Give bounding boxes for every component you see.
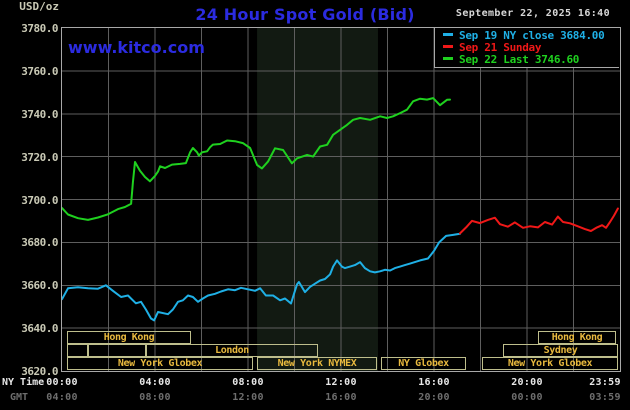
legend-dash-icon — [443, 45, 453, 48]
session-bar-london: London — [146, 344, 318, 357]
session-bar-new-york-nymex: New York NYMEX — [257, 357, 377, 370]
y-tick-label: 3680.0 — [21, 236, 58, 250]
gmt-time-tick-label: 03:59 — [589, 392, 621, 403]
legend-dash-icon — [443, 33, 453, 36]
y-axis-unit-label: USD/oz — [19, 0, 59, 13]
y-tick-label: 3760.0 — [21, 64, 58, 78]
price-line-sep-19-ny-close-3684-00 — [62, 232, 461, 322]
datetime-label: September 22, 2025 16:40 — [455, 8, 610, 19]
session-bar-empty — [67, 344, 88, 357]
ny-time-tick-label: 08:00 — [232, 377, 264, 388]
legend-entry-label: Sep 22 Last 3746.60 — [459, 53, 580, 66]
legend-entry-label: Sep 19 NY close 3684.00 — [459, 29, 605, 42]
gmt-time-tick-label: 12:00 — [232, 392, 264, 403]
gmt-time-tick-label: 00:00 — [511, 392, 543, 403]
ny-time-tick-label: 16:00 — [418, 377, 450, 388]
ny-time-tick-label: 00:00 — [46, 377, 78, 388]
session-bar-new-york-globex: New York Globex — [67, 357, 253, 370]
price-chart — [62, 28, 620, 371]
session-bar-empty — [88, 344, 146, 357]
session-bar-hong-kong: Hong Kong — [538, 331, 616, 344]
legend-entry-sep22-last: Sep 22 Last 3746.60 — [441, 54, 619, 66]
plot-area: www.kitco.com Sep 19 NY close 3684.00 Sep… — [61, 27, 621, 372]
ny-time-tick-label: 04:00 — [139, 377, 171, 388]
ny-time-tick-label: 23:59 — [589, 377, 621, 388]
legend-box: Sep 19 NY close 3684.00 Sep 21 Sunday Sep … — [434, 28, 619, 68]
legend-dash-icon — [443, 57, 453, 60]
ny-time-tick-label: 20:00 — [511, 377, 543, 388]
y-tick-label: 3620.0 — [21, 365, 58, 378]
session-bar-hong-kong: Hong Kong — [67, 331, 191, 344]
y-tick-label: 3640.0 — [21, 322, 58, 336]
legend-entry-sep21-sunday: Sep 21 Sunday — [441, 42, 619, 54]
y-tick-label: 3700.0 — [21, 193, 58, 207]
y-tick-label: 3720.0 — [21, 150, 58, 164]
y-tick-label: 3740.0 — [21, 107, 58, 121]
kitco-watermark-link[interactable]: www.kitco.com — [68, 38, 205, 57]
session-bar-sydney: Sydney — [503, 344, 618, 357]
legend-entry-label: Sep 21 Sunday — [459, 41, 542, 54]
y-tick-label: 3660.0 — [21, 279, 58, 293]
ny-time-tick-label: 12:00 — [325, 377, 357, 388]
y-tick-label: 3780.0 — [21, 22, 58, 35]
chart-title: 24 Hour Spot Gold (Bid) — [195, 5, 415, 24]
legend-entry-sep19-ny-close: Sep 19 NY close 3684.00 — [441, 30, 619, 42]
gmt-time-tick-label: 08:00 — [139, 392, 171, 403]
gmt-time-tick-label: 16:00 — [325, 392, 357, 403]
price-line-sep-21-sunday — [459, 207, 619, 235]
gmt-time-tick-label: 20:00 — [418, 392, 450, 403]
price-line-sep-22-last-3746-60- — [62, 97, 451, 221]
session-bar-new-york-globex: New York Globex — [482, 357, 618, 370]
ny-time-axis-label: NY Time — [2, 377, 45, 388]
session-bar-ny-globex: NY Globex — [381, 357, 466, 370]
gmt-axis-label: GMT — [10, 392, 29, 403]
gmt-time-tick-label: 04:00 — [46, 392, 78, 403]
